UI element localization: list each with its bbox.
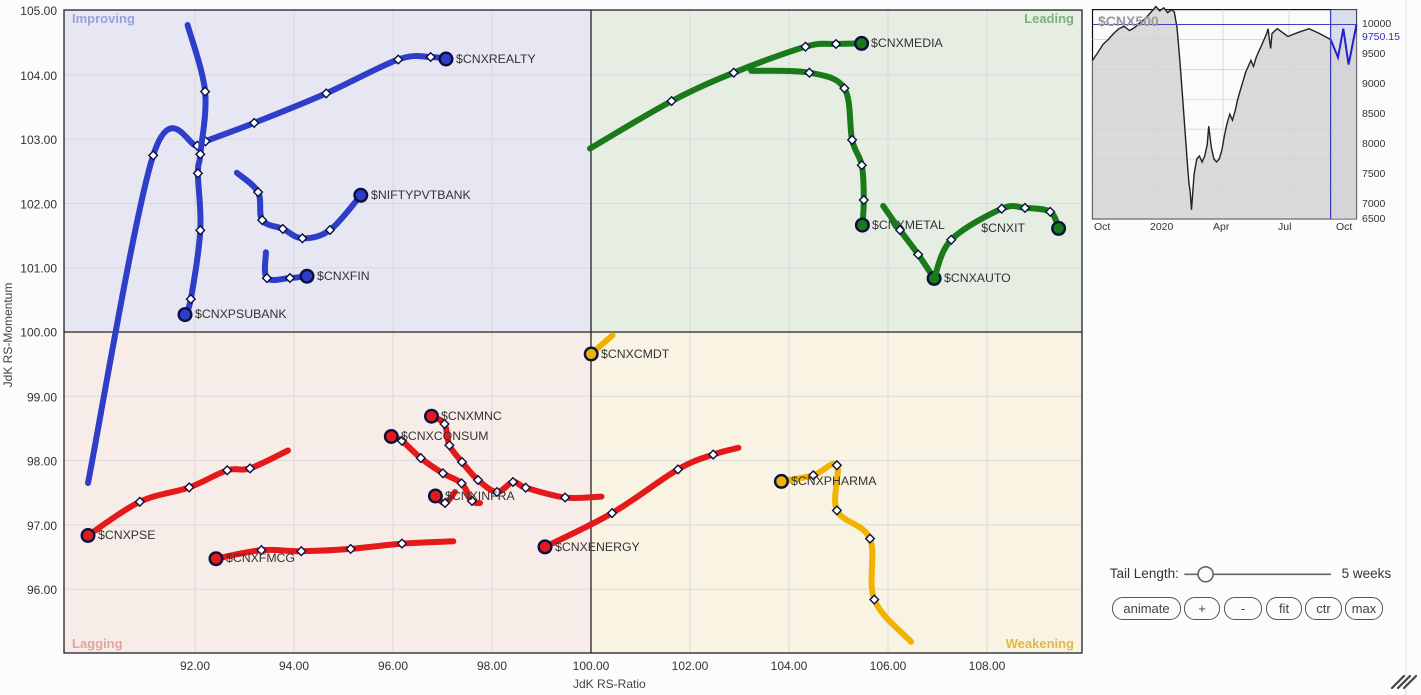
- svg-text:5 weeks: 5 weeks: [1342, 566, 1392, 581]
- svg-text:6500: 6500: [1362, 213, 1386, 225]
- svg-text:9500: 9500: [1362, 48, 1386, 60]
- svg-text:Jul: Jul: [1278, 221, 1291, 233]
- svg-text:Oct: Oct: [1094, 221, 1110, 233]
- svg-text:9750.15: 9750.15: [1362, 31, 1400, 43]
- svg-text:2020: 2020: [1150, 221, 1174, 233]
- svg-text:8000: 8000: [1362, 138, 1386, 150]
- svg-text:Apr: Apr: [1213, 221, 1230, 233]
- svg-text:$CNX500: $CNX500: [1098, 13, 1159, 29]
- svg-text:10000: 10000: [1362, 18, 1391, 30]
- svg-text:7000: 7000: [1362, 198, 1386, 210]
- svg-text:8500: 8500: [1362, 108, 1386, 120]
- svg-text:Tail Length:: Tail Length:: [1110, 566, 1179, 581]
- svg-text:Oct: Oct: [1336, 221, 1352, 233]
- svg-text:9000: 9000: [1362, 78, 1386, 90]
- svg-text:7500: 7500: [1362, 168, 1386, 180]
